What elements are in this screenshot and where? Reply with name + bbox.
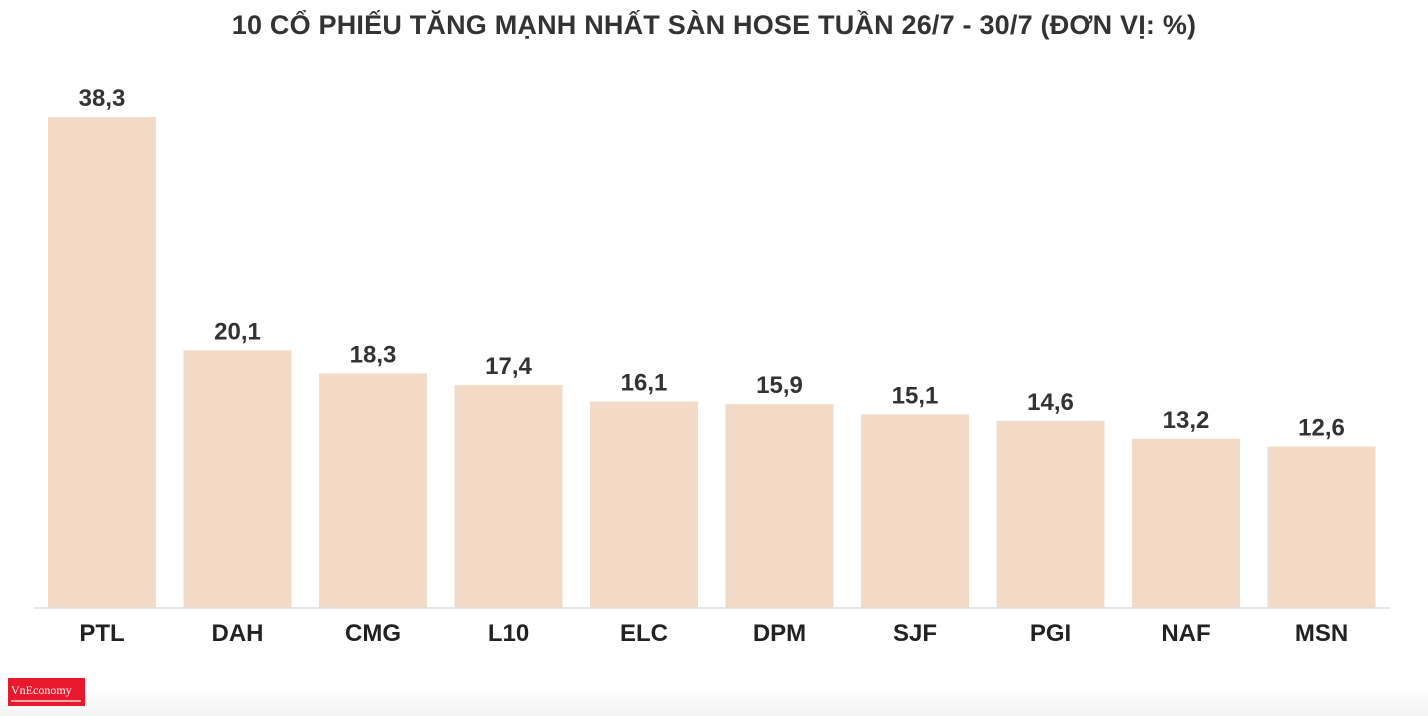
logo-tagline-mark	[11, 700, 81, 702]
bar-sjf	[861, 414, 969, 608]
logo-text: VnEconomy	[11, 683, 72, 697]
category-label-l10: L10	[488, 620, 529, 647]
bar-pgi	[996, 420, 1105, 608]
bar-elc	[590, 401, 698, 608]
bar-dah	[183, 350, 292, 608]
labels-group: 38,3 PTL 20,1 DAH 18,3 CMG 17,4 L10 16,1 ELC 15,9 D…	[79, 85, 1349, 647]
category-label-dpm: DPM	[753, 620, 806, 647]
bar-naf	[1132, 438, 1240, 608]
bar-cmg	[319, 373, 427, 608]
category-label-msn: MSN	[1295, 620, 1348, 647]
bar-msn	[1267, 446, 1376, 608]
value-label-pgi: 14,6	[1027, 389, 1074, 416]
category-label-elc: ELC	[620, 620, 668, 647]
value-label-dah: 20,1	[214, 318, 261, 345]
value-label-dpm: 15,9	[756, 372, 803, 399]
value-label-elc: 16,1	[621, 370, 668, 397]
category-label-dah: DAH	[212, 620, 264, 647]
bar-l10	[454, 384, 563, 608]
footer-band	[0, 690, 1428, 716]
category-label-sjf: SJF	[893, 620, 937, 647]
value-label-sjf: 15,1	[892, 382, 939, 409]
chart-title: 10 CỔ PHIẾU TĂNG MẠNH NHẤT SÀN HOSE TUẦN…	[231, 10, 1197, 40]
category-label-naf: NAF	[1161, 620, 1210, 647]
vneconomy-logo: VnEconomy	[8, 678, 85, 706]
value-label-ptl: 38,3	[79, 85, 126, 112]
bar-ptl	[48, 117, 156, 608]
value-label-l10: 17,4	[485, 353, 532, 380]
bars-group	[48, 117, 1376, 608]
value-label-cmg: 18,3	[350, 341, 397, 368]
value-label-msn: 12,6	[1298, 414, 1345, 441]
value-label-naf: 13,2	[1163, 407, 1210, 434]
category-label-pgi: PGI	[1030, 620, 1071, 647]
category-label-cmg: CMG	[345, 620, 401, 647]
category-label-ptl: PTL	[79, 620, 124, 647]
bar-dpm	[725, 404, 834, 608]
